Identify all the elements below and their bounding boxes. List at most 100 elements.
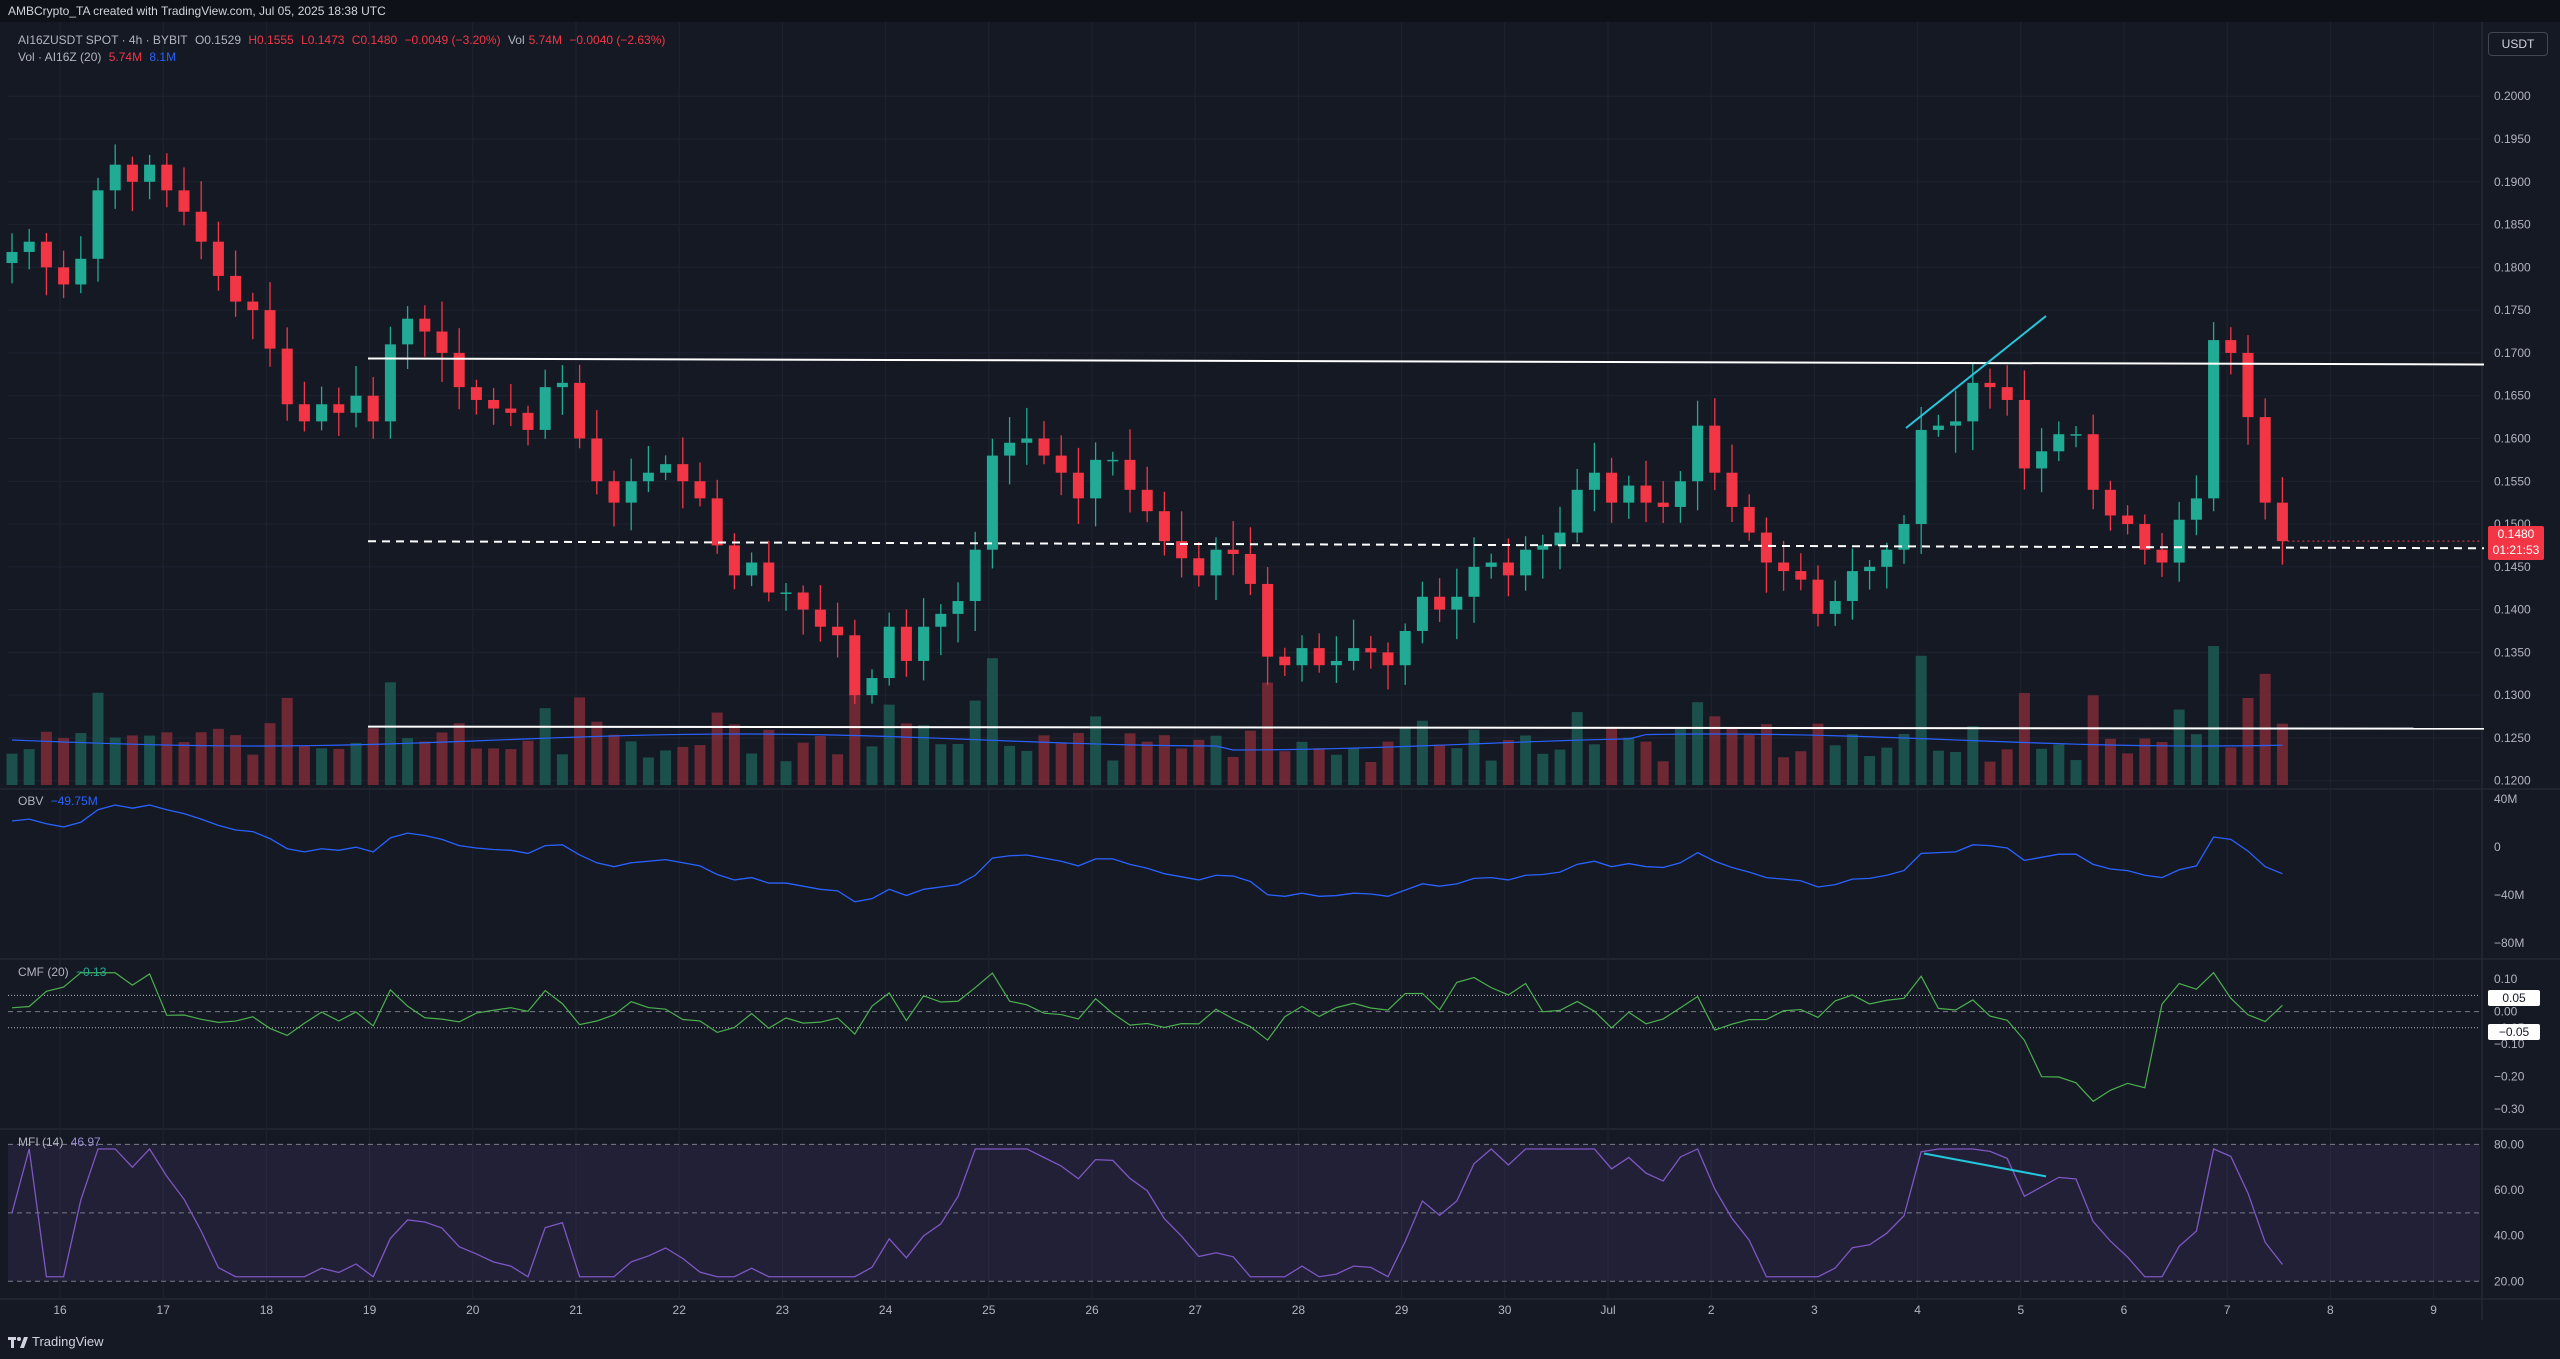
candle-body (1244, 553, 1256, 584)
candle-body (2122, 515, 2134, 525)
resistance-line (367, 357, 2485, 366)
volume-bar (1072, 732, 1084, 785)
volume-ma-label[interactable]: Vol · AI16Z (20) (18, 50, 102, 64)
candle-body (728, 545, 740, 576)
candle-body (1485, 562, 1497, 567)
candle-body (350, 395, 362, 413)
candle-body (1932, 425, 1944, 430)
volume-bar (298, 745, 310, 785)
price-tick-label: 0.1850 (2494, 218, 2531, 232)
volume-bar (92, 692, 104, 785)
volume-bar (797, 742, 809, 785)
tradingview-brand[interactable]: TradingView (8, 1334, 104, 1349)
candle-body (1692, 425, 1704, 482)
x-tick-label: 23 (776, 1303, 790, 1317)
candle-body (109, 164, 121, 191)
volume-bar (1778, 757, 1790, 785)
volume-bar (1141, 741, 1153, 785)
cmf-tick-label: −0.20 (2494, 1069, 2525, 1083)
price-tick-label: 0.1800 (2494, 260, 2531, 274)
candle-body (918, 626, 930, 661)
main-legend: AI16ZUSDT SPOT · 4h · BYBIT O0.1529 H0.1… (18, 33, 669, 47)
candle-body (1038, 438, 1050, 456)
candle-body (2190, 498, 2202, 520)
volume-bar (1451, 748, 1463, 785)
candle-body (849, 635, 861, 696)
volume-bar (2276, 723, 2288, 785)
candle-body (900, 626, 912, 661)
mfi-label[interactable]: MFI (14) (18, 1135, 64, 1149)
x-tick-label: 16 (53, 1303, 67, 1317)
candle-body (2018, 399, 2030, 469)
candle-body (1365, 648, 1377, 653)
volume-bar (1330, 754, 1342, 785)
x-tick-label: 7 (2224, 1303, 2231, 1317)
volume-bar (1416, 720, 1428, 785)
candle-body (384, 344, 396, 422)
x-tick-label: 30 (1498, 1303, 1512, 1317)
cmf-tick-label: −0.30 (2494, 1102, 2525, 1116)
volume-bar (935, 744, 947, 785)
volume-bar (6, 753, 18, 785)
volume-ma-line (11, 733, 2283, 751)
candle-body (1468, 566, 1480, 597)
volume-bar (556, 754, 568, 785)
candle-body (780, 592, 792, 594)
x-tick-label: 24 (879, 1303, 893, 1317)
volume-bar (1606, 727, 1618, 785)
price-tick-label: 0.1350 (2494, 645, 2531, 659)
candle-body (1984, 382, 1996, 388)
price-tick-label: 0.1200 (2494, 774, 2531, 788)
candle-body (2104, 489, 2116, 516)
candle-body (1950, 421, 1962, 426)
candle-body (144, 164, 156, 182)
volume-bar (178, 742, 190, 785)
volume-bar (1537, 753, 1549, 785)
candle-body (2001, 387, 2013, 400)
candle-body (333, 404, 345, 413)
volume-bar (2104, 738, 2116, 785)
obv-label[interactable]: OBV (18, 794, 44, 808)
candle-body (40, 241, 52, 268)
volume-bar (1434, 744, 1446, 785)
candle-body (1726, 472, 1738, 507)
volume-ma-a: 5.74M (108, 50, 143, 64)
candle-body (2173, 519, 2185, 563)
candle-body (178, 190, 190, 212)
volume-bar (1881, 747, 1893, 785)
volume-bar (316, 748, 328, 785)
volume-bar (1520, 735, 1532, 785)
volume-bar (1176, 748, 1188, 785)
obv-value: −49.75M (50, 794, 98, 808)
volume-bar (1657, 761, 1669, 785)
legend-symbol[interactable]: AI16ZUSDT SPOT · 4h · BYBIT (18, 33, 188, 47)
candle-body (625, 481, 637, 503)
volume-bar (1365, 762, 1377, 785)
currency-button[interactable]: USDT (2488, 32, 2548, 56)
volume-bar (2242, 698, 2254, 785)
candle-body (1348, 648, 1360, 661)
x-tick-label: 17 (157, 1303, 171, 1317)
candle-body (591, 438, 603, 482)
cmf-label[interactable]: CMF (20) (18, 965, 69, 979)
volume-bar (2156, 742, 2168, 785)
candle-body (281, 348, 293, 405)
price-tick-label: 0.1750 (2494, 303, 2531, 317)
volume-bar (195, 732, 207, 785)
cmf-tick-label: 0.10 (2494, 972, 2518, 986)
volume-bar (849, 691, 861, 785)
cmf-upper-tag: 0.05 (2488, 990, 2540, 1006)
x-tick-label: 18 (260, 1303, 274, 1317)
mfi-line (11, 1147, 2283, 1278)
price-tick-label: 0.1400 (2494, 603, 2531, 617)
support-line (367, 725, 2485, 730)
price-tick-label: 0.1300 (2494, 688, 2531, 702)
mfi-tick-label: 40.00 (2494, 1229, 2524, 1243)
candle-body (1451, 596, 1463, 610)
candle-body (677, 464, 689, 482)
last-price-value: 0.1480 (2497, 527, 2535, 541)
volume-bar (2173, 709, 2185, 785)
candle-body (660, 464, 672, 473)
cmf-line (11, 971, 2283, 1103)
